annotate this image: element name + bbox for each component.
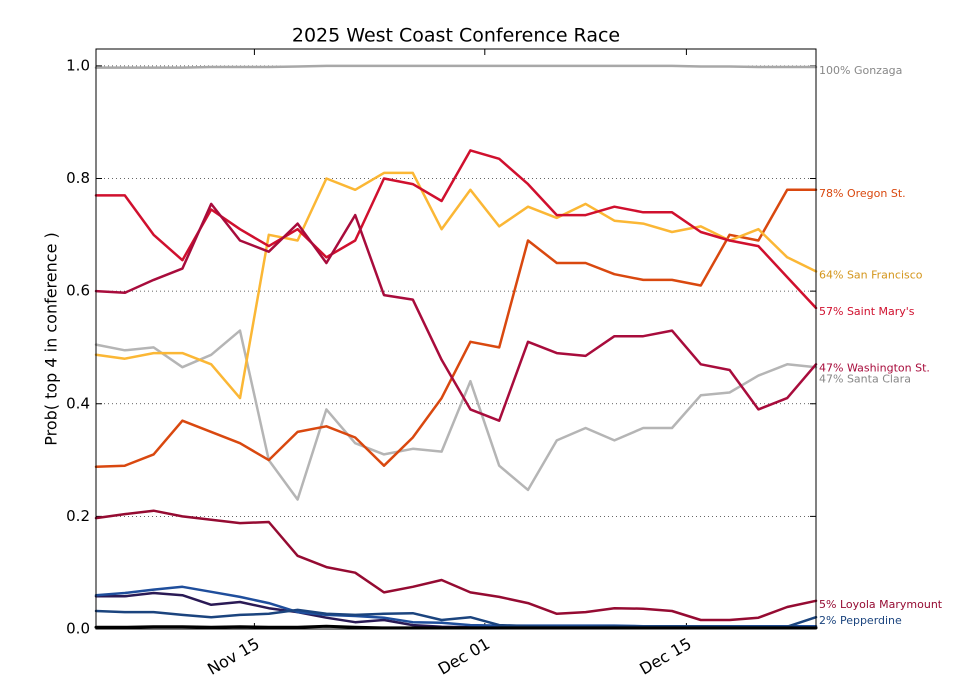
series-line xyxy=(94,509,818,622)
end-label: 47% Washington St. xyxy=(819,361,930,374)
series-line xyxy=(94,329,818,501)
series-line xyxy=(94,608,818,628)
y-tick-label: 1.0 xyxy=(66,56,90,74)
end-label: 47% Santa Clara xyxy=(819,372,911,385)
end-label: 64% San Francisco xyxy=(819,268,923,281)
series-line xyxy=(94,188,818,469)
plot-frame xyxy=(95,48,817,630)
series-line xyxy=(94,64,818,69)
series-line xyxy=(94,624,818,630)
end-label: 57% Saint Mary's xyxy=(819,305,915,318)
end-label: 5% Loyola Marymount xyxy=(819,598,943,611)
y-tick-label: 0.6 xyxy=(66,282,90,300)
y-tick-label: 0.2 xyxy=(66,507,90,525)
series-line xyxy=(94,149,818,310)
y-tick-label: 0.8 xyxy=(66,169,90,187)
end-label: 2% Pepperdine xyxy=(819,614,902,627)
end-label: 100% Gonzaga xyxy=(819,64,902,77)
chart-title: 2025 West Coast Conference Race xyxy=(292,25,620,47)
end-label: 78% Oregon St. xyxy=(819,187,906,200)
y-tick-label: 0.0 xyxy=(66,620,90,638)
series-line xyxy=(94,202,818,422)
y-axis-label: Prob( top 4 in conference ) xyxy=(42,232,61,446)
y-tick-label: 0.4 xyxy=(66,394,90,412)
